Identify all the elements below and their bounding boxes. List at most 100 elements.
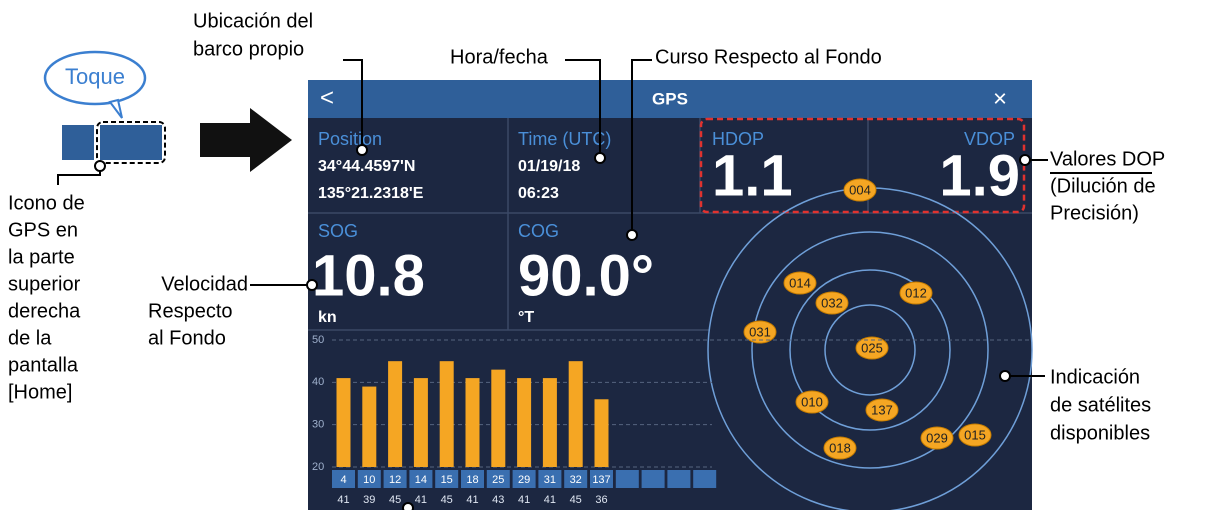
wifi-icon [62,125,94,160]
icon-highlight [96,121,166,164]
channel-box [667,470,691,488]
value-label: 41 [337,494,349,506]
value-label: 41 [415,494,427,506]
y-tick-label: 30 [312,419,324,431]
annotation: Valores DOP [1050,148,1165,170]
annotation: Indicación [1050,366,1140,388]
bar [542,378,557,467]
value-label: 41 [466,494,478,506]
annotation: Hora/fecha [450,46,549,68]
value-label: 41 [518,494,530,506]
annotation: Velocidad [161,273,248,295]
leader-dot [402,502,414,514]
y-tick-label: 40 [312,376,324,388]
satellite-label: 032 [821,295,843,310]
channel-box [641,470,665,488]
annotation: de satélites [1050,394,1151,416]
satellite [795,390,829,414]
x-tick-label: 15 [441,474,453,486]
satellite-label: 025 [861,340,883,355]
annotation: GPS en [8,219,78,241]
value-label: 45 [389,494,401,506]
satellite [823,436,857,460]
x-tick-label: 29 [518,474,530,486]
leader-line [565,59,601,158]
header-bar [308,80,1032,118]
sog-label: SOG [318,221,358,241]
annotation: la parte [8,246,75,268]
value-label: 43 [492,494,504,506]
satellite-label: 014 [789,275,811,290]
satellite [815,291,849,315]
leader-dot [306,279,318,291]
bar [413,378,428,467]
annotation: disponibles [1050,422,1150,444]
satellite-label: 031 [749,324,771,339]
leader-dot [594,152,606,164]
channel-box [512,470,536,488]
date: 01/19/18 [518,158,580,175]
x-tick-label: 31 [544,474,556,486]
bar [362,386,377,467]
channel-box [564,470,588,488]
channel-box [461,470,484,488]
hdop-label: HDOP [712,129,764,149]
channel-box [409,470,433,488]
panel-borders [308,118,1032,331]
back-button[interactable]: < [320,84,334,111]
channel-box [538,470,562,488]
x-tick-label: 10 [363,474,375,486]
arrow [200,108,292,172]
hdop: 1.1 [712,143,793,208]
x-tick-label: 137 [592,474,610,486]
satellite [899,281,933,305]
bar [388,361,403,467]
leader-line [631,59,652,235]
satellite [843,178,877,202]
leader-dot [1019,154,1031,166]
time: 06:23 [518,185,559,202]
satellite-label: 015 [964,427,986,442]
x-tick-label: 12 [389,474,401,486]
annotation: de la [8,327,52,349]
bar [517,378,532,467]
bar [465,378,480,467]
vdop-label: VDOP [964,129,1015,149]
sog: 10.8 [312,243,425,308]
annotation: pantalla [8,354,79,376]
satellite [855,336,889,360]
value-label: 39 [363,494,375,506]
annotation: Respecto [148,300,233,322]
annotation: Curso Respecto al Fondo [655,46,882,68]
value-label: 36 [595,494,607,506]
annotation: Precisión) [1050,202,1139,224]
bar [439,361,454,467]
leader-dot [999,370,1011,382]
annotation: Icono de [8,192,85,214]
vdop: 1.9 [939,143,1020,208]
satellite-label: 012 [905,285,927,300]
leader-line [343,59,363,150]
gps-icon[interactable] [100,125,162,160]
tap-bubble [43,50,147,106]
close-button[interactable]: × [993,85,1007,112]
sog-unit: kn [318,309,337,326]
annotation: al Fondo [148,327,226,349]
channel-box [615,470,639,488]
bar [568,361,583,467]
bar [594,399,609,467]
leader-dot [626,229,638,241]
cog-unit: °T [518,309,534,326]
annotation: derecha [8,300,81,322]
bar [336,378,351,467]
bar [491,369,506,467]
channel-box [332,470,355,488]
annotation: Ubicación del [193,10,313,32]
satellite [920,426,954,450]
channel-box [486,470,510,488]
satellite-label: 010 [801,394,823,409]
bubble-tail [108,98,123,119]
value-label: 45 [570,494,582,506]
x-tick-label: 4 [340,474,346,486]
satellite-label: 018 [829,440,851,455]
